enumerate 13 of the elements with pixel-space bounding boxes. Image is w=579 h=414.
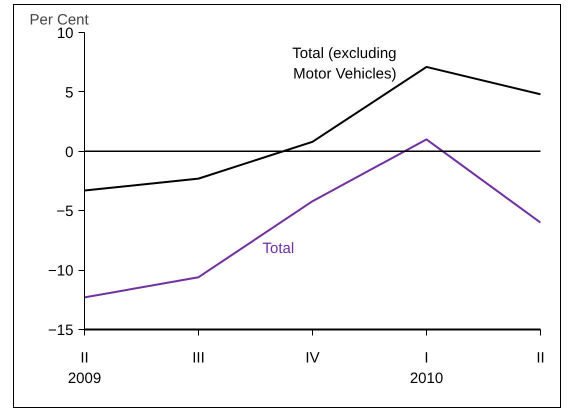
series-label: Total bbox=[262, 240, 294, 258]
series-label: Total (excluding Motor Vehicles) bbox=[292, 44, 397, 82]
x-tick-label: I 2010 bbox=[410, 350, 444, 387]
y-tick-label: 0 bbox=[65, 144, 74, 161]
x-tick-label: II 2009 bbox=[68, 350, 102, 387]
y-tick-label: −5 bbox=[56, 203, 74, 220]
y-tick-label: −15 bbox=[48, 322, 74, 339]
x-tick-label: IV bbox=[305, 350, 320, 366]
x-tick-label: II bbox=[536, 350, 545, 366]
x-tick-label: III bbox=[192, 350, 205, 366]
y-tick-label: −10 bbox=[48, 262, 74, 280]
y-tick-label: 5 bbox=[65, 84, 74, 102]
line-series bbox=[84, 138, 540, 298]
